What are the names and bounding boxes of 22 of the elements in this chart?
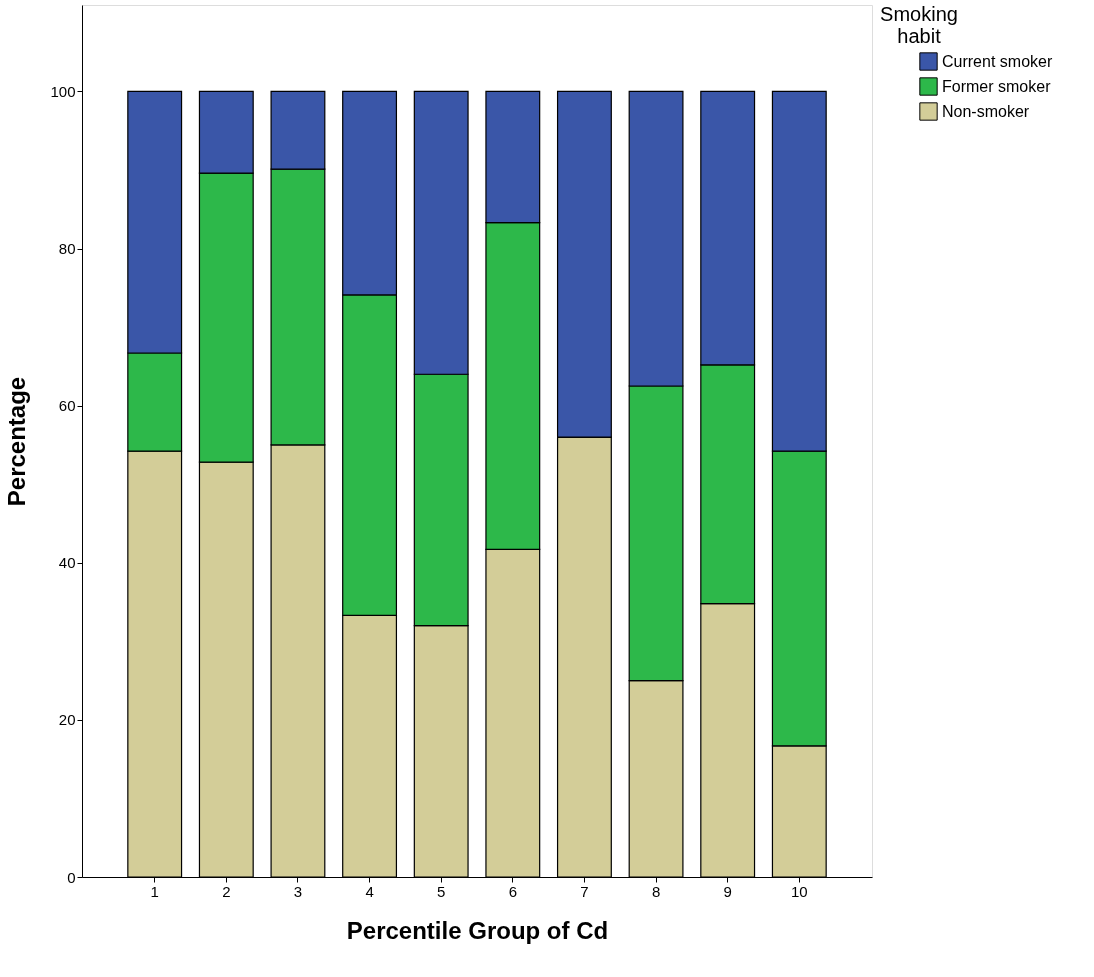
- legend-label: Current smoker: [942, 52, 1053, 70]
- x-tick-label: 10: [790, 882, 808, 900]
- legend-label: Former smoker: [942, 77, 1052, 95]
- x-tick-label: 8: [651, 882, 661, 900]
- x-tick-label: 3: [293, 882, 303, 900]
- x-tick-label: 4: [365, 882, 374, 900]
- y-tick-label: 40: [58, 554, 76, 572]
- y-tick-label: 60: [58, 397, 76, 415]
- x-tick-label: 5: [437, 882, 446, 900]
- x-tick-label: 6: [508, 882, 517, 900]
- x-axis-title: Percentile Group of Cd: [346, 916, 609, 944]
- x-tick-label: 7: [580, 882, 589, 900]
- y-tick-label: 100: [50, 82, 76, 100]
- x-tick-label: 1: [150, 882, 159, 900]
- x-tick-label: 2: [222, 882, 231, 900]
- x-tick-label: 9: [723, 882, 732, 900]
- y-tick-label: 0: [67, 868, 76, 886]
- legend-title: Smoking habit: [880, 3, 958, 47]
- y-axis-title: Percentage: [3, 376, 31, 507]
- legend-label: Non-smoker: [942, 102, 1030, 120]
- y-tick-label: 80: [58, 240, 76, 258]
- y-tick-label: 20: [58, 711, 76, 729]
